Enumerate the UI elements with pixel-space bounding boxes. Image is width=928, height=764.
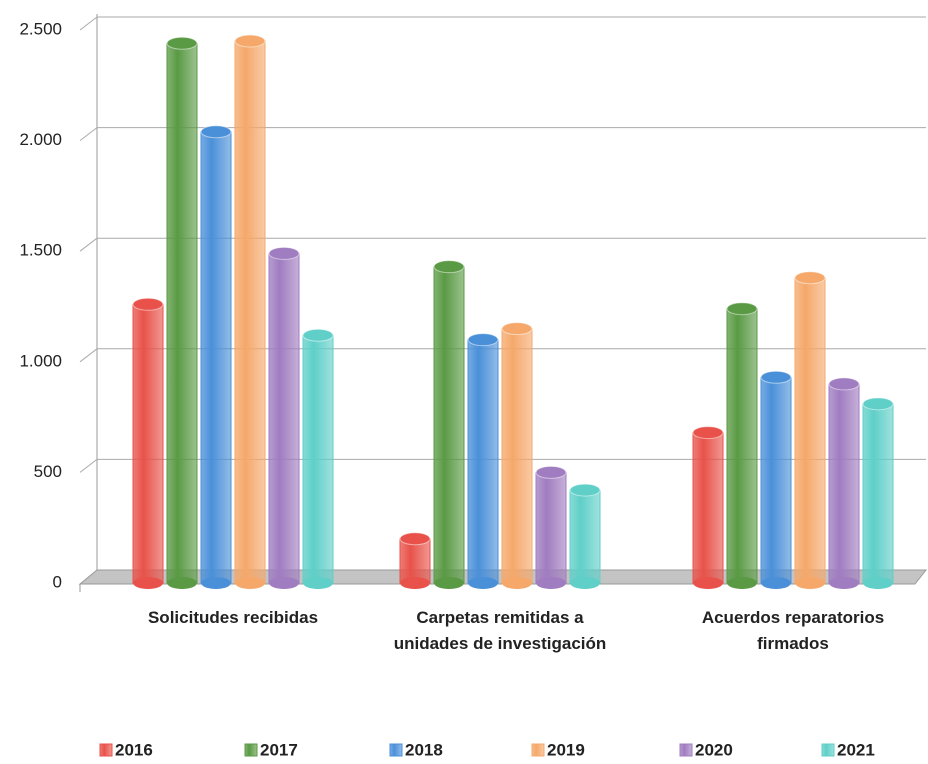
bar-cap [828, 377, 860, 391]
grid-line-side [79, 459, 98, 473]
bar [268, 252, 300, 584]
legend-label: 2019 [547, 740, 585, 759]
bar [760, 376, 792, 584]
bar [467, 339, 499, 584]
bar-cap [132, 297, 164, 311]
bar [302, 334, 334, 584]
bar-cap [467, 333, 499, 347]
bar-cap [569, 483, 601, 497]
bar-cap [692, 426, 724, 440]
legend-label: 2017 [260, 740, 298, 759]
bar [692, 432, 724, 584]
bar-cap [234, 34, 266, 48]
y-tick-label: 2.000 [19, 130, 62, 149]
legend-swatch [99, 743, 113, 757]
legend-label: 2018 [405, 740, 443, 759]
bar [794, 277, 826, 584]
bar-cap [794, 271, 826, 285]
y-tick-label: 2.500 [19, 19, 62, 38]
bar-cap [433, 260, 465, 274]
grid-line-side [79, 237, 98, 252]
legend-label: 2020 [695, 740, 733, 759]
bar [433, 266, 465, 584]
bar [726, 308, 758, 584]
y-tick-label: 1.000 [19, 351, 62, 370]
legend-swatch [679, 743, 693, 757]
bar-cap [200, 125, 232, 139]
bar [234, 40, 266, 584]
legend-label: 2021 [837, 740, 875, 759]
bar [828, 383, 860, 584]
legend-label: 2016 [115, 740, 153, 759]
bar-cap [302, 328, 334, 342]
y-tick-label: 0 [53, 572, 62, 591]
bar-cap [535, 465, 567, 479]
x-tick-label: Acuerdos reparatorios firmados [701, 608, 885, 653]
x-tick-label: Solicitudes recibidas [147, 608, 319, 627]
bar [535, 471, 567, 584]
bar-cap [399, 532, 431, 546]
grid-line-side [79, 127, 98, 141]
legend-swatch [389, 743, 403, 757]
y-tick-label: 500 [34, 462, 62, 481]
grid-line-side [79, 16, 98, 31]
x-tick-label: Carpetas remitidas a unidades de investi… [393, 608, 607, 653]
bar [399, 538, 431, 584]
bar-cap [726, 302, 758, 316]
bar-cap [501, 322, 533, 336]
bar-cap [862, 397, 894, 411]
bar-cap [166, 36, 198, 50]
bar-cap [760, 370, 792, 384]
bar [501, 328, 533, 584]
bar [166, 42, 198, 584]
bar-cap [268, 246, 300, 260]
bar [132, 303, 164, 584]
bar [862, 403, 894, 584]
grid-line-side [79, 348, 98, 363]
legend-swatch [244, 743, 258, 757]
y-tick-label: 1.500 [19, 241, 62, 260]
legend-swatch [821, 743, 835, 757]
bar [200, 131, 232, 584]
legend-swatch [531, 743, 545, 757]
bar [569, 489, 601, 584]
